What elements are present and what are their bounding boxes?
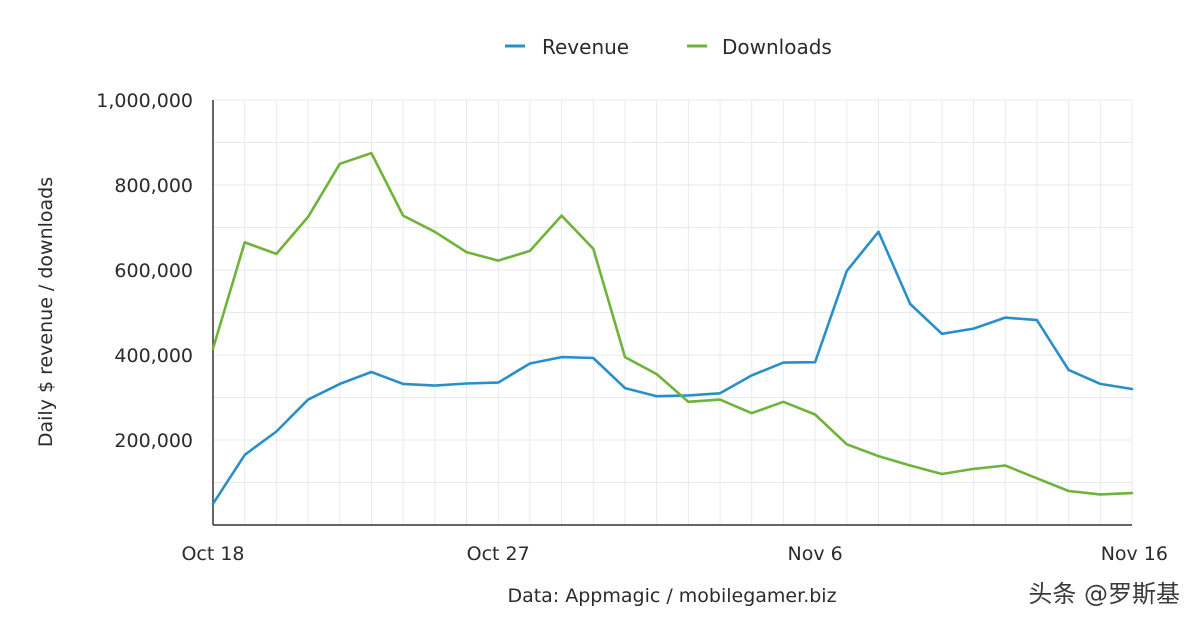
y-tick-label: 400,000 [114, 345, 193, 367]
y-tick-label: 200,000 [114, 430, 193, 452]
source-note: Data: Appmagic / mobilegamer.biz [507, 585, 836, 607]
series-line-downloads [211, 151, 1134, 496]
y-tick-label: 1,000,000 [96, 90, 193, 112]
x-tick-labels: Oct 18 Oct 27 Nov 6 Nov 16 [181, 543, 1168, 565]
y-tick-labels: 200,000 400,000 600,000 800,000 1,000,000 [96, 90, 193, 452]
x-tick-label: Nov 6 [787, 543, 842, 565]
legend-downloads-label: Downloads [722, 35, 832, 59]
grid-layer [213, 99, 1133, 525]
series-line-revenue [211, 230, 1134, 506]
y-tick-label: 800,000 [114, 175, 193, 197]
axis-layer [212, 100, 1132, 526]
series-layer [211, 151, 1134, 506]
x-tick-label: Oct 27 [467, 543, 530, 565]
legend-revenue-label: Revenue [542, 35, 629, 59]
legend: Revenue Downloads [505, 35, 832, 59]
y-axis-title: Daily $ revenue / downloads [35, 177, 57, 447]
x-tick-label: Nov 16 [1101, 543, 1168, 565]
x-tick-label: Oct 18 [181, 543, 244, 565]
y-tick-label: 600,000 [114, 260, 193, 282]
watermark: 头条 @罗斯基 [1028, 580, 1180, 608]
